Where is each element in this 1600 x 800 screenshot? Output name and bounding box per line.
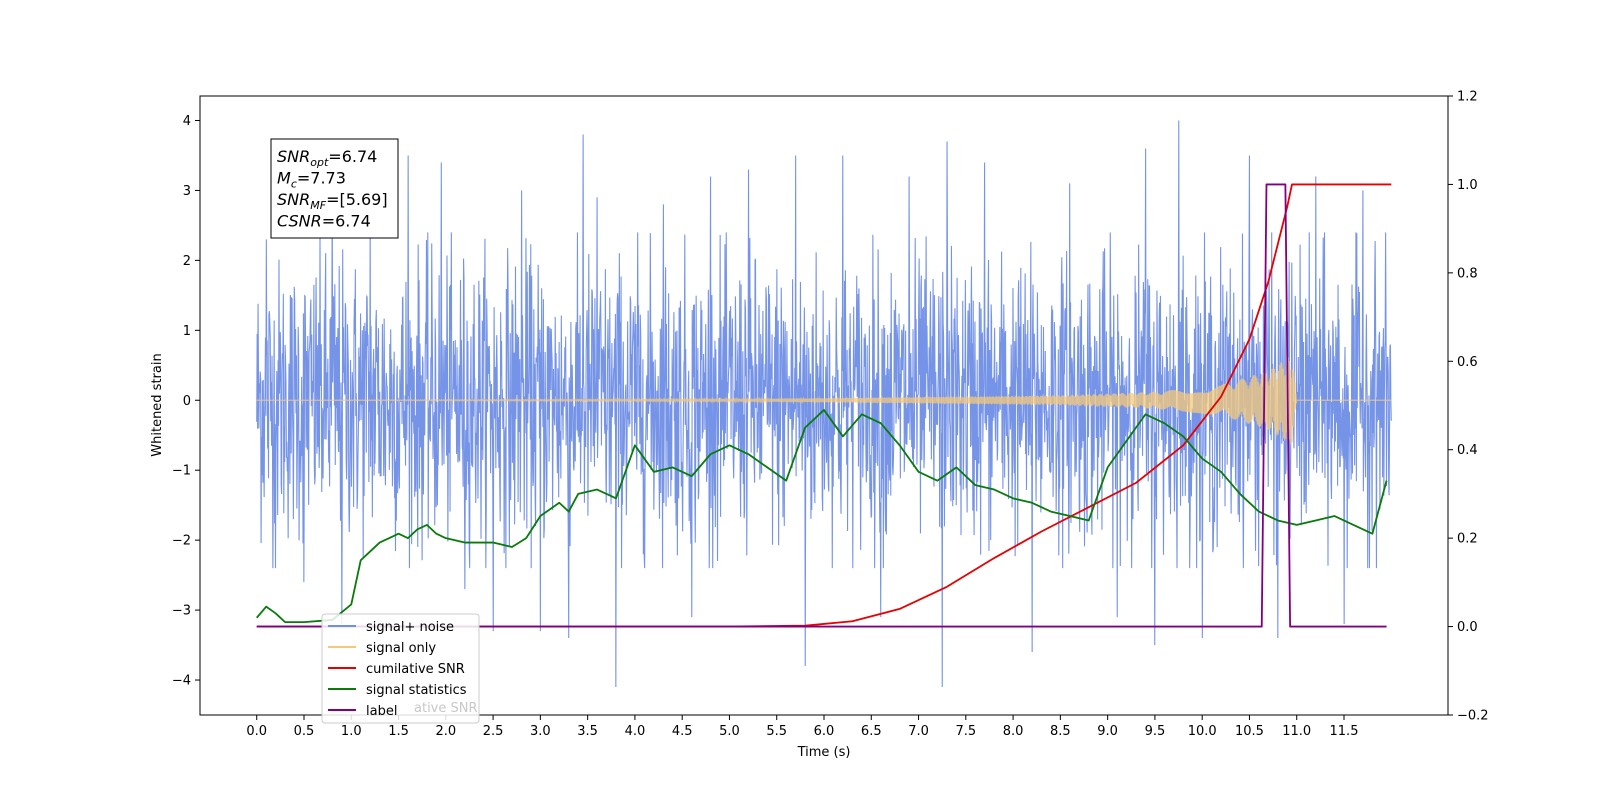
x-tick-label: 9.0 [1097, 724, 1118, 739]
y-left-tick-label: −1 [172, 464, 191, 479]
x-tick-label: 8.0 [1003, 724, 1024, 739]
right-axis-series [256, 183, 1392, 628]
x-tick-label: 0.0 [246, 724, 267, 739]
x-tick-label: 6.0 [814, 724, 835, 739]
y-left-tick-label: −3 [172, 604, 191, 619]
y-axis-label-left: Whitened strain [150, 353, 165, 456]
legend-ghost-text: ative SNR [414, 701, 478, 716]
x-tick-label: 8.5 [1050, 724, 1071, 739]
y-axis-right: 1.2 1.0 0.8 0.6 0.4 0.2 0.0 −0.2 [1448, 90, 1489, 724]
y-axis-left: 4 3 2 1 0 −1 −2 −3 −4 [172, 114, 200, 689]
x-tick-label: 11.5 [1330, 724, 1359, 739]
cumilative-snr-line [256, 183, 1392, 628]
y-right-tick-label: 0.8 [1457, 266, 1478, 281]
legend-frame [321, 613, 480, 724]
x-tick-label: 6.5 [861, 724, 882, 739]
x-tick-label: 4.0 [625, 724, 646, 739]
x-tick-label: 3.5 [577, 724, 598, 739]
x-tick-label: 7.0 [908, 724, 929, 739]
annotation-line: Mc=7.73 [277, 169, 346, 191]
x-tick-label: 7.5 [955, 724, 976, 739]
y-right-tick-label: 0.2 [1457, 532, 1478, 547]
legend-label: signal+ noise [366, 620, 454, 635]
legend-label: signal only [366, 641, 436, 656]
legend: signal+ noise signal only cumilative SNR si… [321, 613, 480, 724]
x-tick-label: 1.5 [388, 724, 409, 739]
legend-label: signal statistics [366, 683, 467, 698]
annotation-frame [270, 138, 399, 239]
annotation-line: SNRopt=6.74 [277, 147, 377, 169]
x-tick-label: 1.0 [341, 724, 362, 739]
x-tick-label: 2.5 [483, 724, 504, 739]
y-right-tick-label: 1.2 [1457, 90, 1478, 105]
y-left-tick-label: −2 [172, 534, 191, 549]
y-right-tick-label: 1.0 [1457, 178, 1478, 193]
annotation-line: SNRMF=[5.69] [277, 190, 388, 212]
x-tick-label: 9.5 [1145, 724, 1166, 739]
y-right-tick-label: 0.0 [1457, 620, 1478, 635]
y-left-tick-label: 1 [183, 324, 191, 339]
x-tick-label: 10.5 [1235, 724, 1264, 739]
signal-statistics-line [256, 409, 1388, 624]
x-tick-label: 0.5 [294, 724, 315, 739]
x-tick-label: 11.0 [1282, 724, 1311, 739]
signal-only-line [256, 357, 1392, 445]
annotation-line: CSNR=6.74 [277, 212, 371, 231]
y-right-tick-label: 0.6 [1457, 355, 1478, 370]
x-tick-label: 3.0 [530, 724, 551, 739]
x-tick-label: 5.0 [719, 724, 740, 739]
x-axis-label: Time (s) [797, 745, 851, 760]
x-tick-label: 2.0 [435, 724, 456, 739]
y-left-tick-label: 3 [183, 184, 191, 199]
plot-area [256, 120, 1392, 688]
y-right-tick-label: −0.2 [1457, 709, 1489, 724]
legend-label: cumilative SNR [366, 662, 465, 677]
x-tick-label: 4.5 [672, 724, 693, 739]
x-tick-label: 5.5 [766, 724, 787, 739]
y-left-tick-label: 4 [183, 114, 191, 129]
y-left-tick-label: 0 [183, 394, 191, 409]
y-left-tick-label: −4 [172, 674, 191, 689]
signal-only-series [256, 357, 1392, 445]
x-tick-label: 10.0 [1188, 724, 1217, 739]
y-right-tick-label: 0.4 [1457, 443, 1478, 458]
x-axis: 0.0 0.5 1.0 1.5 2.0 2.5 3.0 3.5 4.0 4.5 5.0 5.5 6.0 6… [246, 715, 1358, 739]
label-line [256, 183, 1387, 628]
y-left-tick-label: 2 [183, 254, 191, 269]
legend-label: label [366, 704, 397, 719]
